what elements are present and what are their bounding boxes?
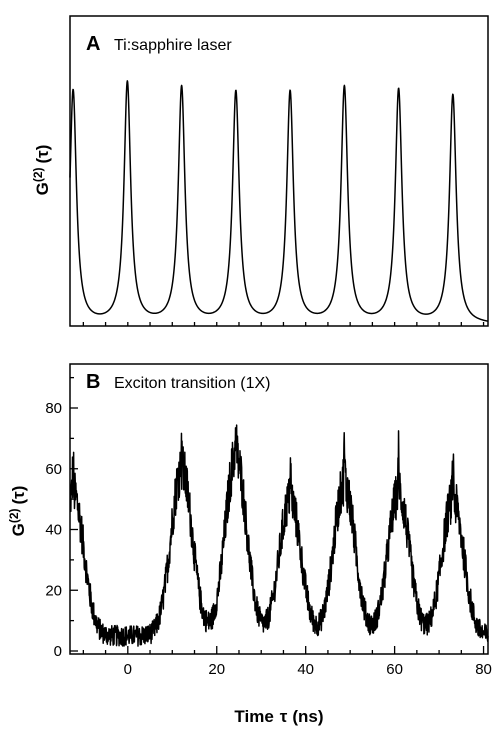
panel-a-title: Ti:sapphire laser [114,37,232,54]
panel-b: B Exciton transition (1X) G(2)(τ) Time τ(… [7,363,492,726]
panel-a-x-ticks [82,322,485,326]
panel-b-y-tick-label: 80 [45,400,62,417]
panel-b-x-tick-label: 0 [124,661,132,678]
panel-b-letter: B [86,371,100,393]
panel-b-y-tick-label: 40 [45,522,62,539]
panel-b-y-tick-label: 60 [45,461,62,478]
panel-a-frame [69,15,489,327]
panel-a-ylabel: G(2)(τ) [31,145,52,196]
panel-b-y-tick-label: 0 [54,643,62,660]
panel-b-title: Exciton transition (1X) [114,375,271,392]
panel-a-letter: A [86,33,100,55]
panel-b-xlabel: Time τ (ns) [234,707,323,726]
panel-b-x-tick-label: 40 [297,661,314,678]
panel-b-trace [69,424,489,647]
panel-a-trace [69,80,489,322]
panel-b-axes: 0 20 40 60 80 0 20 40 60 80 [45,376,492,678]
panel-b-x-tick-label: 20 [208,661,225,678]
panel-b-frame [69,363,489,655]
panel-b-x-tick-label: 60 [386,661,403,678]
panel-b-x-tick-label: 80 [475,661,492,678]
panel-b-y-tick-label: 20 [45,582,62,599]
panel-b-ylabel: G(2)(τ) [7,486,28,537]
panel-a: A Ti:sapphire laser G(2)(τ) [31,15,489,327]
